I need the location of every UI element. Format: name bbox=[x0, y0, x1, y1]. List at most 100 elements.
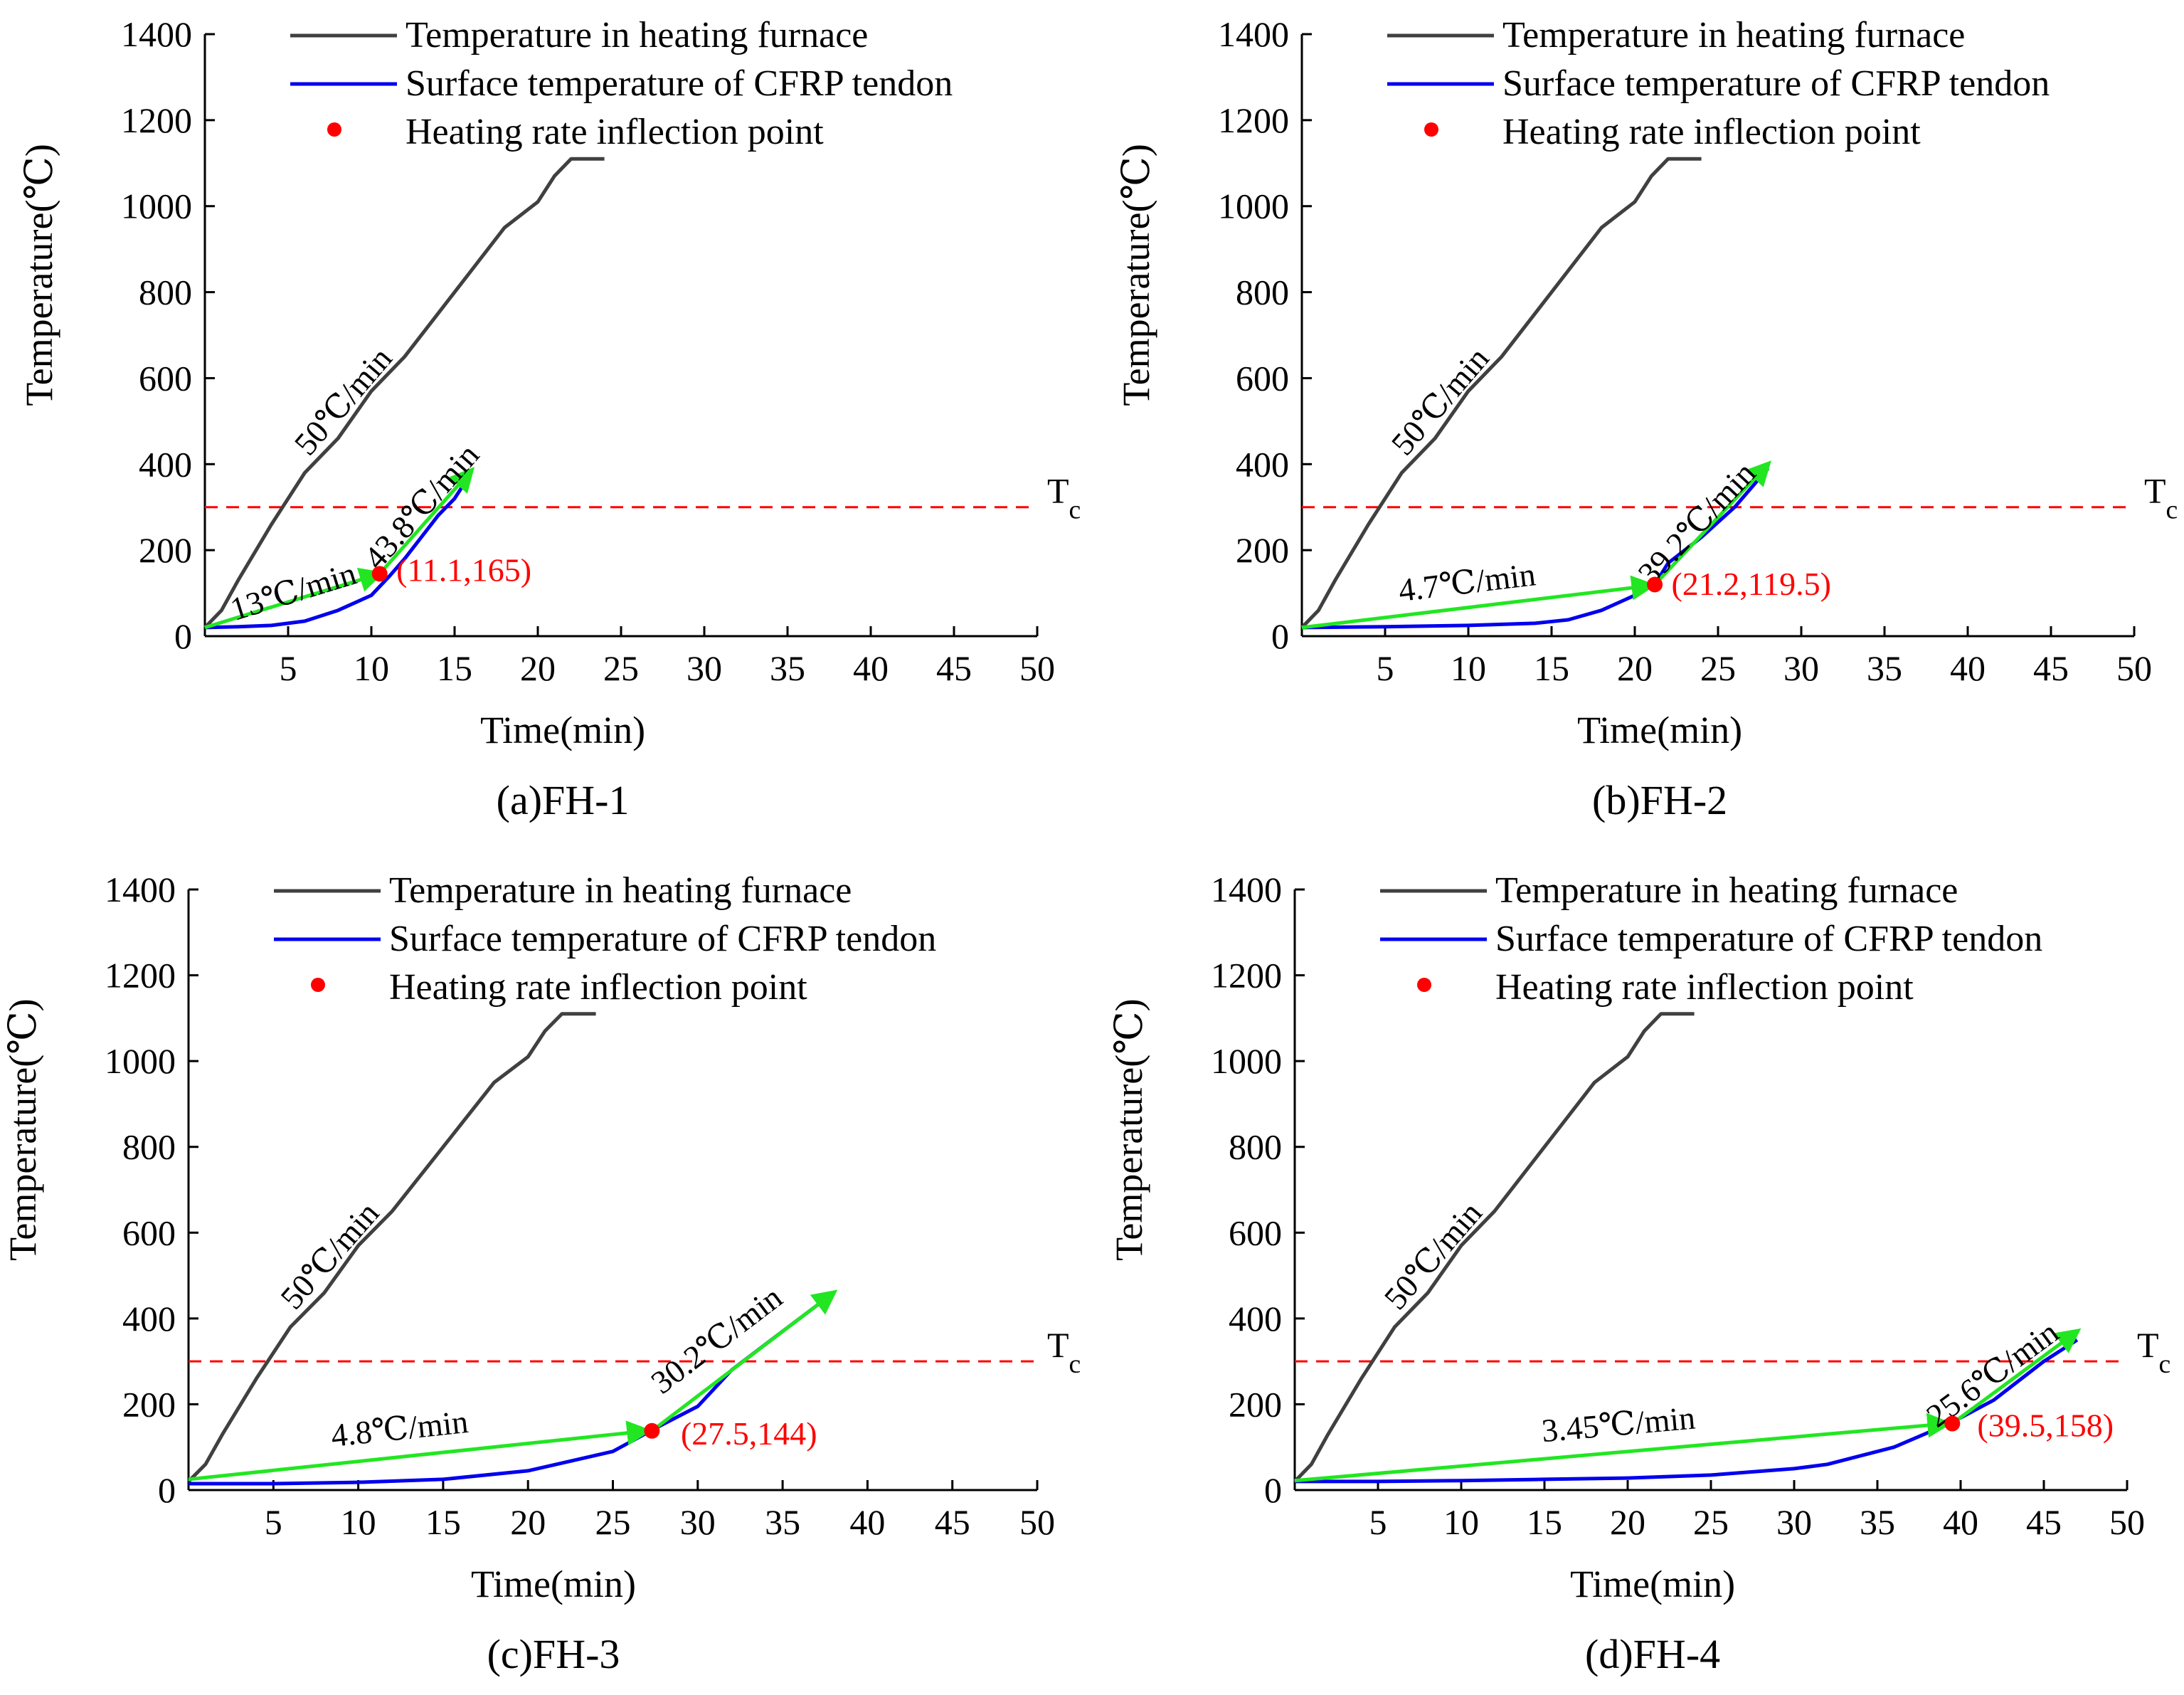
x-tick-label: 15 bbox=[1527, 1502, 1562, 1542]
panel-caption: (a)FH-1 bbox=[497, 777, 630, 823]
inflection-point-label: (11.1,165) bbox=[396, 552, 531, 588]
y-tick-label: 800 bbox=[1229, 1127, 1282, 1167]
legend-inflection-text: Heating rate inflection point bbox=[1502, 112, 1921, 152]
x-tick-label: 25 bbox=[595, 1502, 631, 1542]
y-tick-label: 0 bbox=[174, 616, 192, 656]
inflection-point bbox=[644, 1422, 660, 1439]
legend-furnace-text: Temperature in heating furnace bbox=[1495, 870, 1958, 911]
furnace-temperature-line bbox=[203, 157, 605, 629]
y-tick-label: 1200 bbox=[1211, 956, 1282, 996]
rate-arrow-1 bbox=[1294, 1412, 1953, 1483]
y-tick-label: 1400 bbox=[1211, 870, 1282, 909]
y-axis-label: Temperature(℃) bbox=[1108, 998, 1150, 1260]
inflection-point bbox=[1944, 1415, 1961, 1432]
legend-tendon-text: Surface temperature of CFRP tendon bbox=[405, 63, 953, 104]
rate-arrow-2 bbox=[378, 467, 475, 576]
y-tick-label: 400 bbox=[1229, 1299, 1282, 1338]
x-tick-label: 25 bbox=[1700, 648, 1736, 688]
x-tick-label: 45 bbox=[2026, 1502, 2062, 1542]
tendon-temperature-line bbox=[1295, 1338, 2079, 1484]
x-tick-label: 20 bbox=[510, 1502, 546, 1542]
rate-arrow-1 bbox=[1301, 575, 1657, 630]
legend-inflection-text: Heating rate inflection point bbox=[405, 112, 824, 152]
legend-inflection-swatch bbox=[1424, 122, 1438, 137]
y-tick-label: 200 bbox=[1236, 530, 1289, 570]
x-tick-label: 15 bbox=[437, 648, 472, 688]
x-axis-label: Time(min) bbox=[1577, 709, 1742, 751]
rate-label-1: 3.45℃/min bbox=[1540, 1400, 1697, 1450]
x-tick-label: 5 bbox=[280, 648, 297, 688]
y-tick-label: 200 bbox=[1229, 1384, 1282, 1424]
furnace-temperature-line bbox=[1293, 1012, 1695, 1483]
x-tick-label: 30 bbox=[1776, 1502, 1812, 1542]
x-tick-label: 25 bbox=[1693, 1502, 1729, 1542]
x-axis-label: Time(min) bbox=[471, 1563, 636, 1605]
panel-caption: (b)FH-2 bbox=[1592, 777, 1727, 823]
y-tick-label: 200 bbox=[122, 1384, 176, 1424]
x-tick-label: 5 bbox=[1377, 648, 1394, 688]
y-tick-label: 800 bbox=[1236, 273, 1289, 312]
x-tick-label: 5 bbox=[1369, 1502, 1387, 1542]
x-tick-label: 35 bbox=[765, 1502, 800, 1542]
y-tick-label: 600 bbox=[1229, 1213, 1282, 1252]
x-tick-label: 40 bbox=[1943, 1502, 1978, 1542]
panel-caption: (d)FH-4 bbox=[1585, 1631, 1720, 1677]
inflection-point-label: (21.2,119.5) bbox=[1671, 566, 1830, 602]
y-tick-label: 1000 bbox=[121, 186, 192, 226]
x-tick-label: 35 bbox=[1867, 648, 1902, 688]
y-tick-label: 1200 bbox=[121, 100, 192, 140]
legend-inflection-text: Heating rate inflection point bbox=[389, 967, 807, 1008]
tc-label: Tc bbox=[1047, 1325, 1081, 1379]
x-tick-label: 10 bbox=[354, 648, 389, 688]
tc-label: Tc bbox=[1047, 471, 1081, 525]
furnace-temperature-line bbox=[187, 1012, 596, 1483]
rate-arrow-2 bbox=[1951, 1328, 2082, 1425]
chart-panel-1: 5 10 15 20 25 30 35 40 45 50 0 200 400 600 800 1000 1200… bbox=[18, 14, 1081, 823]
y-tick-label: 1200 bbox=[105, 956, 176, 996]
x-tick-label: 5 bbox=[265, 1502, 282, 1542]
legend: Temperature in heating furnace Surface te… bbox=[290, 15, 953, 152]
x-tick-label: 10 bbox=[341, 1502, 376, 1542]
x-axis-label: Time(min) bbox=[1570, 1563, 1735, 1605]
legend-furnace-text: Temperature in heating furnace bbox=[1502, 15, 1965, 56]
legend-tendon-text: Surface temperature of CFRP tendon bbox=[1495, 919, 2042, 959]
x-tick-label: 30 bbox=[680, 1502, 716, 1542]
x-tick-label: 40 bbox=[853, 648, 889, 688]
y-tick-label: 1000 bbox=[1218, 186, 1289, 226]
inflection-point bbox=[371, 566, 388, 582]
legend: Temperature in heating furnace Surface te… bbox=[1380, 870, 2042, 1008]
rate-arrow-2 bbox=[650, 1289, 838, 1432]
chart-panel-3: 5 10 15 20 25 30 35 40 45 50 0 200 400 600 800 1000 1200… bbox=[1, 870, 1081, 1677]
y-tick-label: 400 bbox=[1236, 444, 1289, 484]
inflection-point-label: (27.5,144) bbox=[681, 1415, 817, 1452]
tc-label: Tc bbox=[2144, 471, 2178, 525]
y-tick-label: 400 bbox=[122, 1299, 176, 1338]
y-axis-label: Temperature(℃) bbox=[1115, 144, 1157, 406]
furnace-temperature-line bbox=[1300, 157, 1702, 629]
x-tick-label: 45 bbox=[935, 1502, 970, 1542]
x-tick-label: 35 bbox=[1860, 1502, 1895, 1542]
x-tick-label: 45 bbox=[936, 648, 972, 688]
tendon-temperature-line bbox=[1301, 467, 1770, 630]
x-tick-label: 15 bbox=[1534, 648, 1569, 688]
y-tick-label: 0 bbox=[1264, 1470, 1282, 1510]
x-tick-label: 45 bbox=[2033, 648, 2069, 688]
y-tick-label: 600 bbox=[1236, 358, 1289, 398]
rate-arrow-2 bbox=[1653, 460, 1771, 586]
y-tick-label: 800 bbox=[139, 273, 192, 312]
furnace-rate-label: 50℃/min bbox=[287, 340, 399, 462]
y-tick-label: 1000 bbox=[1211, 1041, 1282, 1081]
legend-furnace-text: Temperature in heating furnace bbox=[405, 15, 868, 56]
y-tick-label: 1400 bbox=[105, 870, 176, 909]
x-tick-label: 40 bbox=[849, 1502, 885, 1542]
x-tick-label: 30 bbox=[687, 648, 722, 688]
rate-arrow-1 bbox=[188, 1420, 652, 1482]
inflection-point bbox=[1647, 576, 1663, 593]
x-tick-label: 40 bbox=[1950, 648, 1986, 688]
legend-inflection-swatch bbox=[311, 978, 325, 992]
x-tick-label: 10 bbox=[1451, 648, 1486, 688]
x-tick-label: 25 bbox=[603, 648, 639, 688]
y-tick-label: 1400 bbox=[1218, 14, 1289, 54]
panel-caption: (c)FH-3 bbox=[487, 1631, 620, 1677]
tc-label: Tc bbox=[2137, 1325, 2170, 1379]
